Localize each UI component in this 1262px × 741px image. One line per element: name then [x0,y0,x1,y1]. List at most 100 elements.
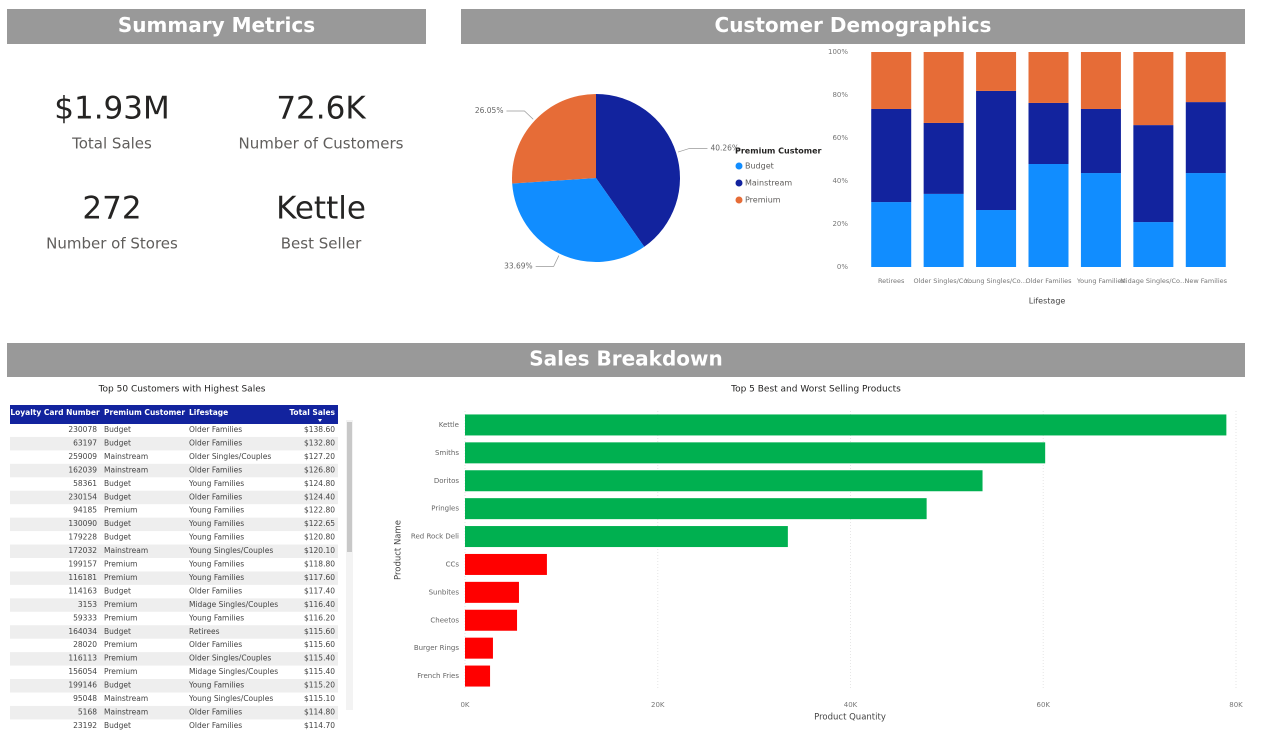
bar [465,470,983,492]
pie-slice [512,178,645,263]
table-cell: $115.10 [304,694,335,703]
table-cell: Older Families [189,707,242,716]
y-tick-label: French Fries [417,672,459,680]
legend-marker [735,179,743,187]
bar-segment [1185,173,1226,267]
legend-label: Mainstream [745,179,792,188]
table-cell: 130090 [68,519,97,528]
table-cell: Mainstream [104,707,148,716]
table-cell: Young Families [188,506,244,515]
table-cell: Young Families [188,613,244,622]
table-header-cell: Premium Customer [104,408,185,417]
bar-segment [923,193,964,267]
table-header-cell: Loyalty Card Number [10,408,100,417]
leader-line [535,255,560,267]
table-cell: 156054 [68,667,97,676]
table-cell: 164034 [68,627,97,636]
bar [465,414,1227,436]
table-cell: $127.20 [304,452,335,461]
table-row-bg [10,436,338,451]
table-cell: 59333 [73,613,97,622]
table-cell: 58361 [73,479,97,488]
x-tick-label: 80K [1229,701,1243,709]
section-header-bar [7,343,1245,377]
leader-line [506,110,534,120]
x-tick-label: 60K [1037,701,1051,709]
y-axis-title: Product Name [394,520,404,580]
table-cell: Mainstream [104,452,148,461]
x-tick-label: New Families [1185,277,1228,285]
table-cell: $116.20 [304,613,335,622]
table-cell: Budget [104,721,131,730]
legend-label: Budget [745,162,774,171]
table-cell: Premium [104,573,137,582]
table-cell: Premium [104,506,137,515]
table-cell: Young Families [188,573,244,582]
sort-arrow [318,419,322,422]
table-cell: 199146 [68,681,97,690]
pie-value-label: 33.69% [504,261,533,270]
table-cell: Premium [104,560,137,569]
table-cell: $114.80 [304,707,335,716]
pie-value-label: 40.26% [710,143,739,152]
table-row-bg [10,705,338,720]
scrollbar-track [346,420,353,710]
bar-segment [1028,52,1069,103]
bar [465,581,519,603]
table-row-bg [10,652,338,666]
table-cell: Older Families [189,721,242,730]
table-cell: $124.80 [304,479,335,488]
x-tick-label: 40K [844,701,858,709]
bar-segment [923,52,964,123]
bar-segment [1080,108,1121,174]
table-cell: $124.40 [304,492,335,501]
y-tick-label: Sunbites [429,588,460,596]
table-cell: $122.65 [304,519,335,528]
table-cell: $115.60 [304,640,335,649]
table-cell: Premium [104,600,137,609]
legend-marker [735,196,743,204]
bar-segment [1080,173,1121,267]
scrollbar-thumb[interactable] [347,422,352,552]
table-cell: Budget [104,533,131,542]
table-cell: $116.40 [304,600,335,609]
bar-segment [976,210,1017,267]
bar-segment [1133,222,1174,267]
x-tick-label: Midage Singles/Co… [1120,277,1186,285]
table-title: Top 50 Customers with Highest Sales [98,385,266,395]
table-cell: Mainstream [104,546,148,555]
pie-slice [512,94,596,184]
table-row-bg [10,571,338,585]
metric-label: Number of Stores [46,235,178,253]
bar [465,637,493,659]
table-cell: Budget [104,479,131,488]
x-axis-title: Product Quantity [814,713,886,723]
table-cell: 63197 [73,438,97,447]
table-row-bg [10,679,338,693]
bar-segment [1028,102,1069,165]
table-cell: 199157 [68,560,97,569]
section-header: Summary Metrics [118,13,315,37]
x-tick-label: Retirees [878,277,905,285]
table-cell: $115.60 [304,627,335,636]
y-tick-label: 80% [832,91,848,99]
metric-value: $1.93M [54,91,170,127]
table-cell: 162039 [68,465,97,474]
table-cell: Young Families [188,533,244,542]
y-tick-label: Burger Rings [414,644,460,652]
bar-segment [976,90,1017,211]
table-cell: Mainstream [104,694,148,703]
table-cell: 114163 [68,586,97,595]
table-cell: Budget [104,681,131,690]
table-cell: $115.40 [304,667,335,676]
bar-segment [976,52,1017,91]
table-cell: Young Singles/Couples [188,694,273,703]
x-axis-title: Lifestage [1029,297,1066,306]
bar-segment [1185,52,1226,103]
y-tick-label: CCs [446,560,460,568]
x-tick-label: Older Singles/Co… [913,277,973,285]
bar [465,526,788,548]
section-header: Sales Breakdown [529,347,722,371]
table-row-bg [10,463,338,478]
table-cell: Midage Singles/Couples [189,600,278,609]
